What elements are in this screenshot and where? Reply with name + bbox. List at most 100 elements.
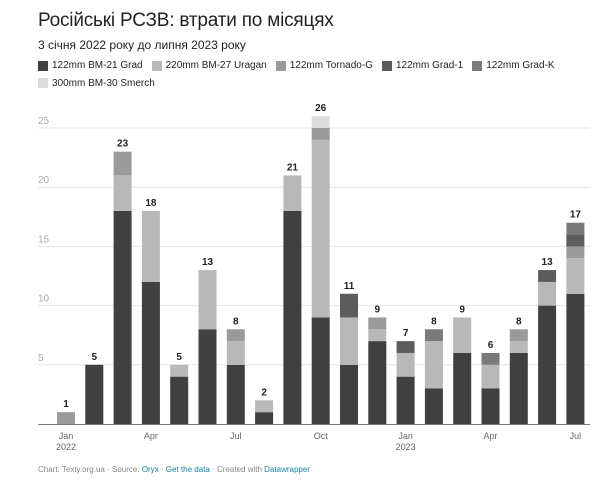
bar-segment [311,317,330,424]
y-tick-label: 15 [38,234,50,245]
bar-segment [226,341,245,365]
legend: 122mm BM-21 Grad 220mm BM-27 Uragan 122mm … [38,58,598,93]
legend-item: 122mm Grad-1 [381,58,464,73]
bar-total-label: 8 [431,316,437,327]
bar-total-label: 2 [261,387,267,398]
bar-total-label: 5 [176,352,182,363]
legend-item: 220mm BM-27 Uragan [151,58,267,73]
bar-total-label: 9 [375,304,381,315]
x-tick-label: Jul [230,431,242,441]
bar-segment [340,293,358,318]
footer-source-prefix: Source: [112,465,140,474]
legend-item: 300mm BM-30 Smerch [38,76,155,91]
bar-segment [113,151,132,176]
x-tick-year-label: 2023 [396,442,416,452]
legend-label: 300mm BM-30 Smerch [52,77,155,89]
legend-item: 122mm Grad-K [472,58,555,73]
bar-segment [538,305,557,424]
bar-total-label: 7 [403,328,409,339]
chart-subtitle: 3 січня 2022 року до липня 2023 року [38,38,246,52]
bar-segment [509,352,528,424]
bar-segment [311,116,330,128]
bar-segment [538,270,557,282]
bar-segment [141,281,160,424]
legend-label: 122mm Tornado-G [289,60,373,71]
bar-total-label: 26 [315,103,327,114]
bar-segment [566,222,585,235]
bar-total-label: 21 [287,162,299,173]
bar-segment [283,175,302,211]
x-tick-label: Apr [483,431,497,441]
bar-segment [453,317,472,353]
bar-total-label: 23 [117,139,129,150]
bar-total-label: 1 [63,399,69,410]
bar-segment [453,352,472,424]
bar-segment [424,329,443,342]
bar-segment [198,270,217,330]
bar-segment [311,128,330,140]
bar-total-label: 18 [145,198,157,209]
bar-segment [424,341,443,389]
bar-segment [368,329,387,342]
y-tick-label: 5 [38,353,44,364]
bar-segment [198,329,217,424]
bar-segment [170,376,189,424]
bar-total-label: 13 [542,257,554,268]
bar-segment [255,400,274,413]
source-link[interactable]: Oryx [141,465,159,474]
legend-label: 122mm Grad-K [486,60,555,71]
legend-swatch [151,60,162,71]
bar-segment [481,364,500,389]
legend-swatch [472,60,483,71]
bar-segment [424,388,443,424]
bar-segment [368,341,387,424]
x-tick-label: Apr [144,431,158,441]
chart-title: Російські РСЗВ: втрати по місяцях [38,10,334,31]
y-tick-label: 20 [38,175,50,186]
datawrapper-link[interactable]: Datawrapper [264,465,310,474]
bar-total-label: 17 [570,210,582,221]
bar-segment [368,317,387,330]
bar-total-label: 5 [92,352,98,363]
footer-separator: · [160,465,164,474]
bar-segment [566,234,585,247]
bar-segment [226,364,245,424]
legend-item: 122mm BM-21 Grad [38,58,143,73]
bar-segment [283,210,302,424]
footer-created-prefix: Created with [217,465,262,474]
footer-separator: · [212,465,215,474]
bar-segment [509,341,528,353]
footer-chart-credit: Chart: Texty.org.ua [38,465,105,474]
bar-total-label: 8 [516,316,522,327]
x-tick-label: Jan [398,431,413,441]
y-tick-label: 25 [38,116,50,127]
legend-swatch [38,78,48,88]
bar-total-label: 13 [202,257,214,268]
bar-segment [226,329,245,342]
bar-segment [113,175,132,211]
bar-segment [340,364,358,424]
bar-total-label: 6 [488,340,494,351]
x-tick-label: Jan [59,431,74,441]
bar-segment [566,293,585,424]
legend-swatch [381,60,392,71]
bar-segment [57,412,75,424]
bar-segment [113,210,132,424]
bar-segment [481,352,500,365]
bar-segment [396,341,415,353]
footer-separator: · [107,465,110,474]
bar-segment [566,246,585,259]
get-data-link[interactable]: Get the data [165,465,210,474]
legend-label: 122mm Grad-1 [395,60,464,71]
legend-label: 122mm BM-21 Grad [52,60,143,71]
y-tick-label: 10 [38,294,50,305]
x-tick-label: Oct [314,431,329,441]
bar-segment [481,388,500,424]
footer: Chart: Texty.org.ua · Source: Oryx · Get… [38,465,310,474]
bar-segment [85,364,104,424]
bar-segment [311,139,330,318]
x-tick-year-label: 2022 [56,442,76,452]
legend-item: 122mm Tornado-G [275,58,373,73]
bar-total-label: 9 [459,304,465,315]
